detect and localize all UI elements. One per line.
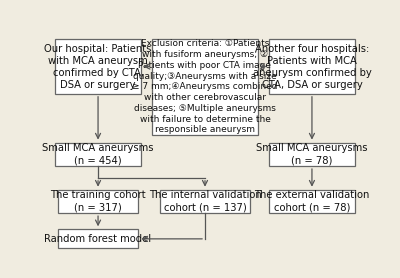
Text: Small MCA aneurysms
(n = 454): Small MCA aneurysms (n = 454) <box>42 143 154 165</box>
FancyBboxPatch shape <box>58 229 138 249</box>
FancyBboxPatch shape <box>56 143 141 166</box>
FancyBboxPatch shape <box>160 190 250 213</box>
Text: Our hospital: Patients
with MCA aneurysm
confirmed by CTA,
DSA or surgery: Our hospital: Patients with MCA aneurysm… <box>44 44 152 90</box>
FancyBboxPatch shape <box>269 39 354 94</box>
Text: The external validation
cohort (n = 78): The external validation cohort (n = 78) <box>254 190 370 212</box>
FancyBboxPatch shape <box>269 190 354 213</box>
FancyBboxPatch shape <box>269 143 354 166</box>
FancyBboxPatch shape <box>152 39 258 135</box>
Text: Small MCA aneurysms
(n = 78): Small MCA aneurysms (n = 78) <box>256 143 368 165</box>
Text: Exclusion criteria: ①Patients
with fusiform aneurysms; ②
Patients with poor CTA : Exclusion criteria: ①Patients with fusif… <box>132 39 278 134</box>
Text: The training cohort
(n = 317): The training cohort (n = 317) <box>50 190 146 212</box>
FancyBboxPatch shape <box>56 39 141 94</box>
Text: Another four hospitals:
Patients with MCA
aneurysm confirmed by
CTA, DSA or surg: Another four hospitals: Patients with MC… <box>252 44 371 90</box>
Text: The internal validation
cohort (n = 137): The internal validation cohort (n = 137) <box>149 190 261 212</box>
FancyBboxPatch shape <box>58 190 138 213</box>
Text: Random forest model: Random forest model <box>44 234 152 244</box>
